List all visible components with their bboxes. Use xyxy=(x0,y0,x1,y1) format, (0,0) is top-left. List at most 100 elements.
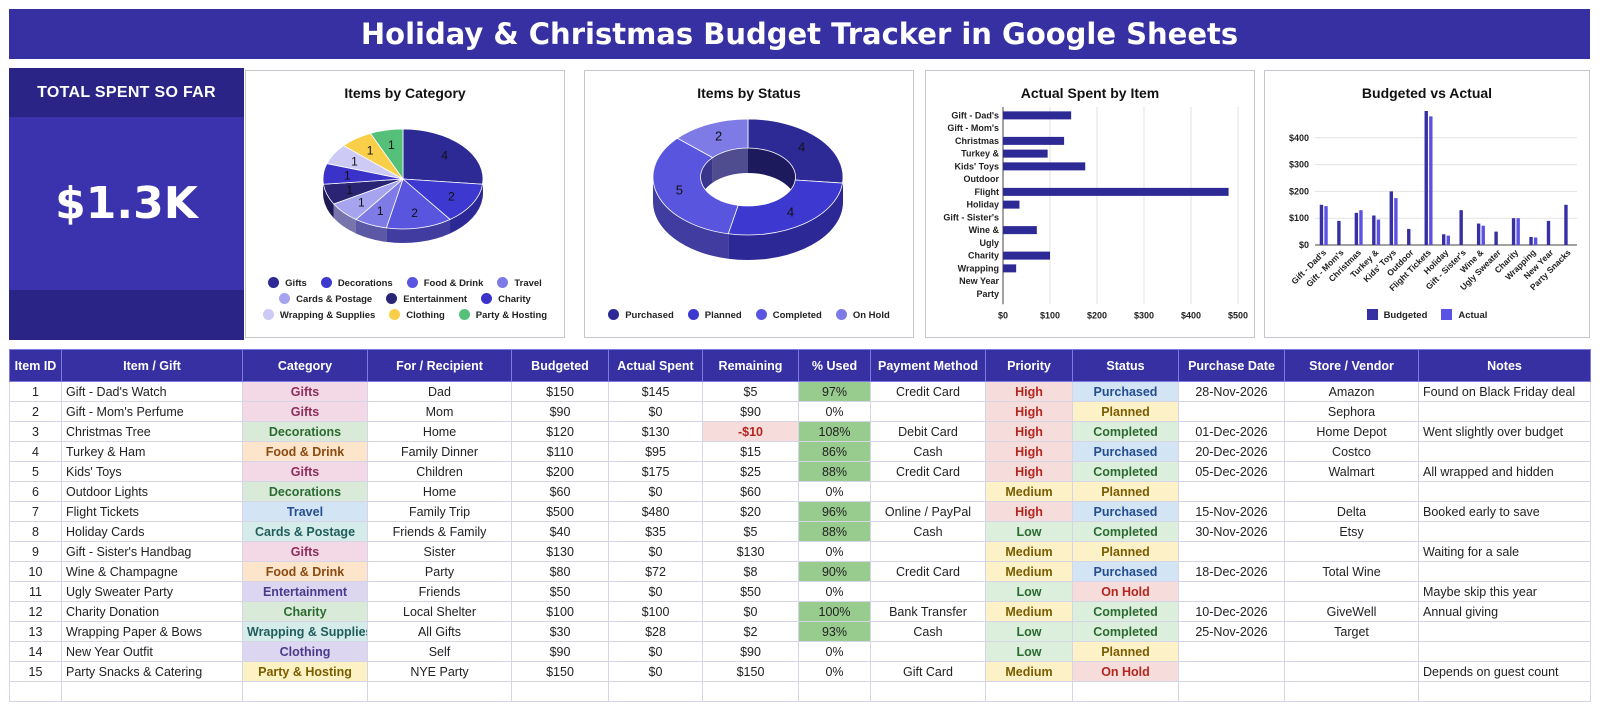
bar-actual[interactable] xyxy=(1516,218,1520,245)
column-header[interactable]: Priority xyxy=(985,349,1073,382)
column-header[interactable]: Notes xyxy=(1418,349,1591,382)
vendor-cell[interactable]: Total Wine xyxy=(1284,561,1419,582)
percent-used-cell[interactable]: 90% xyxy=(798,561,871,582)
purchase-date-cell[interactable]: 05-Dec-2026 xyxy=(1178,461,1285,482)
actual-spent-cell[interactable]: $28 xyxy=(608,621,703,642)
table-row[interactable]: 2 Gift - Mom's Perfume Gifts Mom $90 $0 $90 0% H… xyxy=(9,401,1591,422)
status-cell[interactable]: Purchased xyxy=(1072,381,1179,402)
column-header[interactable]: Budgeted xyxy=(511,349,609,382)
column-header[interactable]: Item / Gift xyxy=(61,349,243,382)
priority-cell[interactable]: Medium xyxy=(985,601,1073,622)
column-header[interactable]: Actual Spent xyxy=(608,349,703,382)
notes-cell[interactable]: Annual giving xyxy=(1418,601,1591,622)
empty-cell[interactable] xyxy=(1418,681,1591,702)
table-row[interactable]: 14 New Year Outfit Clothing Self $90 $0 $90 0% L… xyxy=(9,641,1591,662)
notes-cell[interactable]: Found on Black Friday deal xyxy=(1418,381,1591,402)
legend-item[interactable]: Decorations xyxy=(320,277,393,289)
purchase-date-cell[interactable]: 28-Nov-2026 xyxy=(1178,381,1285,402)
category-cell[interactable]: Gifts xyxy=(242,461,368,482)
status-cell[interactable]: Planned xyxy=(1072,401,1179,422)
recipient-cell[interactable]: Family Trip xyxy=(367,501,512,522)
vendor-cell[interactable] xyxy=(1284,641,1419,662)
legend-item[interactable]: Food & Drink xyxy=(406,277,483,289)
actual-spent-cell[interactable]: $0 xyxy=(608,581,703,602)
recipient-cell[interactable]: Children xyxy=(367,461,512,482)
budgeted-cell[interactable]: $120 xyxy=(511,421,609,442)
priority-cell[interactable]: Low xyxy=(985,581,1073,602)
notes-cell[interactable] xyxy=(1418,641,1591,662)
item-id-cell[interactable]: 4 xyxy=(9,441,62,462)
status-cell[interactable]: On Hold xyxy=(1072,581,1179,602)
category-cell[interactable]: Clothing xyxy=(242,641,368,662)
payment-method-cell[interactable]: Debit Card xyxy=(870,421,986,442)
category-cell[interactable]: Decorations xyxy=(242,481,368,502)
bar-actual[interactable] xyxy=(1376,219,1381,245)
recipient-cell[interactable]: NYE Party xyxy=(367,661,512,682)
column-header[interactable]: Remaining xyxy=(702,349,799,382)
chart-items-by-status[interactable]: Items by Status 4 4 5 2 Purchased Planned Com… xyxy=(584,70,914,338)
actual-spent-cell[interactable]: $130 xyxy=(608,421,703,442)
chart-budgeted-vs-actual[interactable]: Budgeted vs Actual $0 $100 $200 $300 $400 Gif… xyxy=(1264,70,1590,338)
payment-method-cell[interactable]: Gift Card xyxy=(870,661,986,682)
legend-item[interactable]: Budgeted xyxy=(1366,309,1427,321)
legend-item[interactable]: Actual xyxy=(1441,309,1487,321)
bar-actual[interactable] xyxy=(1324,206,1328,245)
category-cell[interactable]: Gifts xyxy=(242,381,368,402)
remaining-cell[interactable]: $90 xyxy=(702,401,799,422)
status-cell[interactable]: Planned xyxy=(1072,481,1179,502)
remaining-cell[interactable]: $2 xyxy=(702,621,799,642)
percent-used-cell[interactable]: 88% xyxy=(798,461,871,482)
budgeted-cell[interactable]: $90 xyxy=(511,641,609,662)
recipient-cell[interactable]: Party xyxy=(367,561,512,582)
percent-used-cell[interactable]: 0% xyxy=(798,581,871,602)
empty-cell[interactable] xyxy=(511,681,609,702)
item-name-cell[interactable]: Holiday Cards xyxy=(61,521,243,542)
bar-budgeted[interactable] xyxy=(1407,228,1411,245)
item-id-cell[interactable]: 6 xyxy=(9,481,62,502)
actual-spent-cell[interactable]: $175 xyxy=(608,461,703,482)
item-id-cell[interactable]: 2 xyxy=(9,401,62,422)
actual-spent-cell[interactable]: $95 xyxy=(608,441,703,462)
bar[interactable] xyxy=(1003,200,1020,209)
remaining-cell[interactable]: $130 xyxy=(702,541,799,562)
payment-method-cell[interactable]: Bank Transfer xyxy=(870,601,986,622)
empty-cell[interactable] xyxy=(61,681,243,702)
item-id-cell[interactable]: 11 xyxy=(9,581,62,602)
bar-budgeted[interactable] xyxy=(1564,204,1568,245)
recipient-cell[interactable]: Friends xyxy=(367,581,512,602)
vendor-cell[interactable] xyxy=(1284,541,1419,562)
priority-cell[interactable]: Medium xyxy=(985,561,1073,582)
bar-budgeted[interactable] xyxy=(1529,236,1533,245)
budgeted-cell[interactable]: $90 xyxy=(511,401,609,422)
payment-method-cell[interactable]: Cash xyxy=(870,621,986,642)
status-cell[interactable]: Completed xyxy=(1072,421,1179,442)
legend-item[interactable]: Wrapping & Supplies xyxy=(262,309,375,321)
purchase-date-cell[interactable] xyxy=(1178,641,1285,662)
legend-item[interactable]: On Hold xyxy=(835,309,890,321)
purchase-date-cell[interactable]: 20-Dec-2026 xyxy=(1178,441,1285,462)
priority-cell[interactable]: Medium xyxy=(985,661,1073,682)
budgeted-cell[interactable]: $100 xyxy=(511,601,609,622)
empty-cell[interactable] xyxy=(702,681,799,702)
legend-item[interactable]: Travel xyxy=(497,277,542,289)
budgeted-cell[interactable]: $80 xyxy=(511,561,609,582)
notes-cell[interactable] xyxy=(1418,401,1591,422)
notes-cell[interactable] xyxy=(1418,481,1591,502)
remaining-cell[interactable]: $20 xyxy=(702,501,799,522)
empty-cell[interactable] xyxy=(608,681,703,702)
priority-cell[interactable]: Low xyxy=(985,521,1073,542)
recipient-cell[interactable]: Family Dinner xyxy=(367,441,512,462)
payment-method-cell[interactable]: Online / PayPal xyxy=(870,501,986,522)
item-id-cell[interactable]: 9 xyxy=(9,541,62,562)
category-cell[interactable]: Gifts xyxy=(242,541,368,562)
item-name-cell[interactable]: Gift - Mom's Perfume xyxy=(61,401,243,422)
vendor-cell[interactable] xyxy=(1284,481,1419,502)
item-name-cell[interactable]: Outdoor Lights xyxy=(61,481,243,502)
empty-cell[interactable] xyxy=(985,681,1073,702)
column-header[interactable]: Payment Method xyxy=(870,349,986,382)
payment-method-cell[interactable] xyxy=(870,581,986,602)
empty-cell[interactable] xyxy=(1178,681,1285,702)
payment-method-cell[interactable]: Credit Card xyxy=(870,461,986,482)
table-row[interactable]: 6 Outdoor Lights Decorations Home $60 $0 $60 0%… xyxy=(9,481,1591,502)
